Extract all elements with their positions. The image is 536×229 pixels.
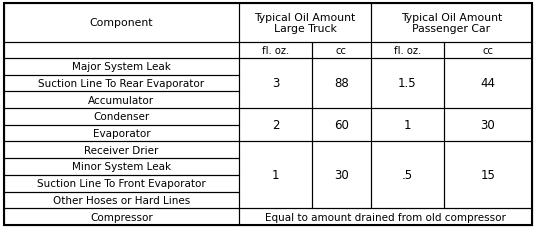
Text: 15: 15: [480, 169, 495, 182]
Text: 1.5: 1.5: [398, 77, 416, 90]
Text: 44: 44: [480, 77, 495, 90]
Text: cc: cc: [336, 46, 347, 56]
Bar: [4, 208, 239, 225]
Text: Component: Component: [90, 18, 153, 28]
Bar: [312, 59, 371, 109]
Text: 3: 3: [272, 77, 279, 90]
Bar: [4, 158, 239, 175]
Bar: [444, 109, 532, 142]
Bar: [444, 59, 532, 109]
Text: 60: 60: [334, 119, 349, 132]
Bar: [239, 142, 312, 208]
Text: Suction Line To Rear Evaporator: Suction Line To Rear Evaporator: [39, 79, 205, 89]
Text: Evaporator: Evaporator: [93, 128, 150, 139]
Bar: [4, 175, 239, 192]
Text: 1: 1: [404, 119, 411, 132]
Bar: [4, 192, 239, 208]
Bar: [371, 59, 444, 109]
Bar: [4, 4, 239, 43]
Text: Receiver Drier: Receiver Drier: [84, 145, 159, 155]
Text: 30: 30: [481, 119, 495, 132]
Text: Equal to amount drained from old compressor: Equal to amount drained from old compres…: [265, 212, 506, 222]
Bar: [239, 4, 371, 43]
Bar: [239, 43, 312, 59]
Bar: [4, 142, 239, 158]
Bar: [239, 59, 312, 109]
Text: cc: cc: [482, 46, 494, 56]
Text: Suction Line To Front Evaporator: Suction Line To Front Evaporator: [37, 178, 206, 188]
Bar: [4, 59, 239, 75]
Bar: [239, 109, 312, 142]
Bar: [312, 109, 371, 142]
Text: 88: 88: [334, 77, 349, 90]
Text: Typical Oil Amount
Passenger Car: Typical Oil Amount Passenger Car: [401, 13, 502, 34]
Bar: [4, 92, 239, 109]
Text: fl. oz.: fl. oz.: [262, 46, 289, 56]
Bar: [444, 43, 532, 59]
Text: 2: 2: [272, 119, 279, 132]
Text: Accumulator: Accumulator: [88, 95, 154, 105]
Text: Other Hoses or Hard Lines: Other Hoses or Hard Lines: [53, 195, 190, 205]
Text: .5: .5: [402, 169, 413, 182]
Bar: [239, 208, 532, 225]
Bar: [312, 43, 371, 59]
Bar: [4, 75, 239, 92]
Text: Minor System Leak: Minor System Leak: [72, 162, 171, 172]
Bar: [444, 142, 532, 208]
Bar: [371, 142, 444, 208]
Text: fl. oz.: fl. oz.: [394, 46, 421, 56]
Text: Compressor: Compressor: [90, 212, 153, 222]
Bar: [312, 142, 371, 208]
Bar: [4, 125, 239, 142]
Bar: [371, 43, 444, 59]
Bar: [4, 43, 239, 59]
Text: Major System Leak: Major System Leak: [72, 62, 171, 72]
Text: 1: 1: [272, 169, 279, 182]
Bar: [371, 4, 532, 43]
Bar: [371, 109, 444, 142]
Text: Typical Oil Amount
Large Truck: Typical Oil Amount Large Truck: [255, 13, 355, 34]
Bar: [4, 109, 239, 125]
Text: 30: 30: [334, 169, 349, 182]
Text: Condenser: Condenser: [93, 112, 150, 122]
